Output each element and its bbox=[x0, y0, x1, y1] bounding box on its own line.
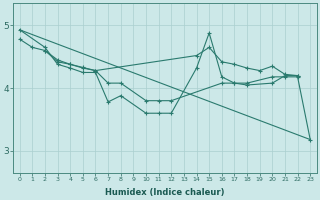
X-axis label: Humidex (Indice chaleur): Humidex (Indice chaleur) bbox=[105, 188, 225, 197]
